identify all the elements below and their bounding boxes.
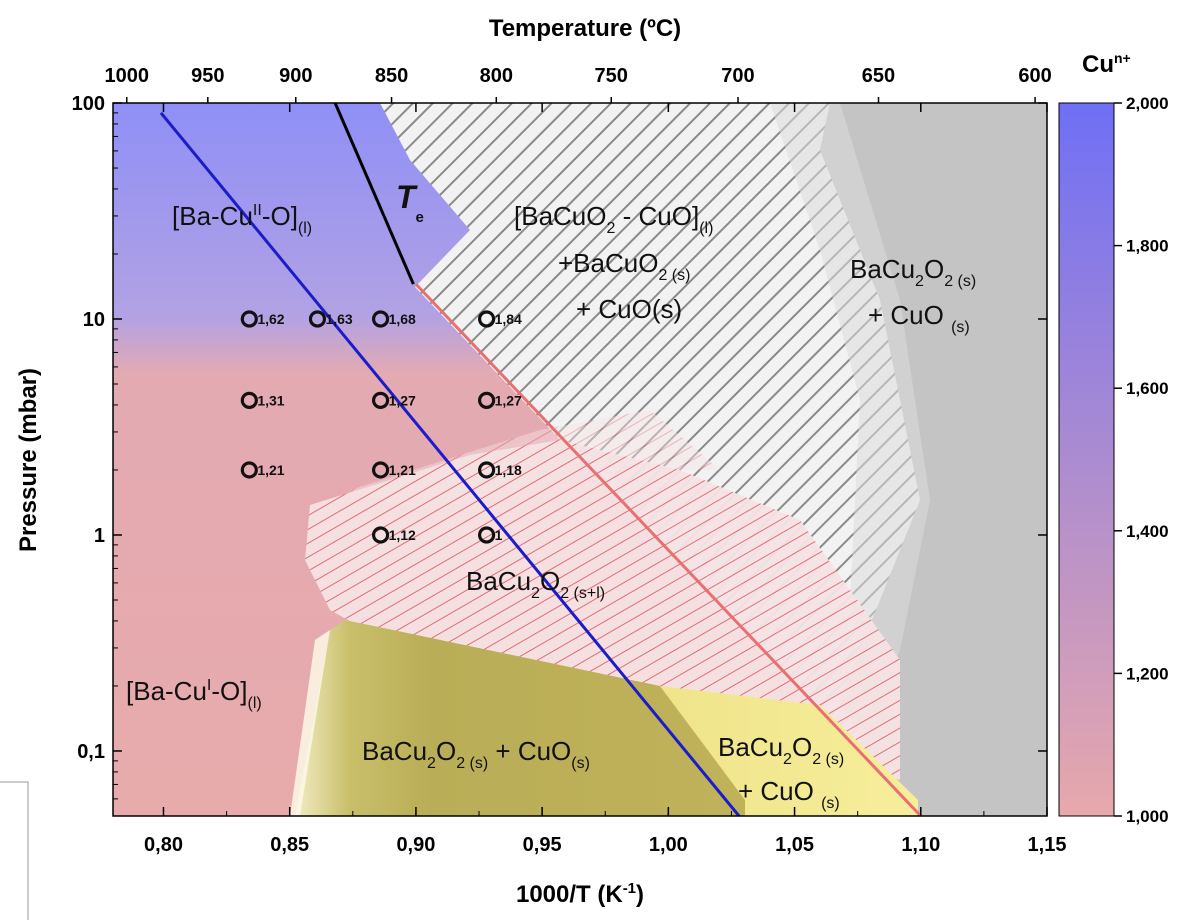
- x-tick-label: 0,80: [144, 834, 183, 856]
- data-points: 1,62 1,63 1,68 1,84 1,31 1,27 1,27 1,21 1,21 1,18…: [240, 310, 522, 544]
- top-tick-label: 750: [595, 65, 628, 87]
- top-tick-label: 950: [191, 65, 224, 87]
- x-tick-label: 0,90: [396, 834, 435, 856]
- label-bacu2o2-cuo-yellow-1: BaCu2O2 (s): [718, 732, 844, 768]
- data-label: 1,27: [389, 392, 416, 408]
- colorbar-title: Cun+: [1082, 50, 1131, 78]
- data-label: 1: [495, 527, 503, 543]
- colorbar: 2,000 1,800 1,600 1,400 1,200 1,000 Cun+: [1058, 50, 1169, 826]
- label-bacu2o2-cuo-right-1: BaCu2O2 (s): [850, 254, 976, 290]
- data-point: [240, 391, 258, 409]
- x-tick-label: 1,05: [775, 834, 814, 856]
- label-te: Te: [396, 179, 424, 226]
- region-yellow: [660, 686, 918, 816]
- phase-boundaries: [159, 103, 922, 816]
- data-label: 1,68: [389, 311, 416, 327]
- data-point: [478, 391, 496, 409]
- x-tick-label: 0,95: [523, 834, 562, 856]
- data-point: [308, 310, 327, 328]
- top-tick-label: 650: [862, 65, 895, 87]
- data-point: [371, 461, 390, 479]
- data-point: [478, 310, 496, 328]
- phase-boundary-line: [414, 283, 922, 816]
- y-tick-label: 0,1: [77, 741, 105, 763]
- data-label: 1,21: [389, 462, 416, 478]
- label-cu2-liquid: [Ba-CuII-O](l): [172, 201, 312, 237]
- top-tick-label: 850: [375, 65, 408, 87]
- x-axis-title: 1000/T (K-1): [516, 880, 644, 908]
- x-tick-label: 0,85: [270, 834, 309, 856]
- data-point: [240, 461, 258, 479]
- y-axis-ticks: 0,1 1 10 100: [72, 93, 1047, 817]
- data-label: 1,18: [495, 462, 522, 478]
- y-tick-label: 100: [72, 93, 105, 115]
- phase-boundary-line: [159, 111, 741, 816]
- data-point: [371, 391, 390, 409]
- colorbar-tick-label: 1,200: [1126, 664, 1169, 683]
- top-tick-label: 1000: [105, 65, 150, 87]
- phase-boundary-line: [333, 103, 415, 285]
- data-label: 1,12: [389, 527, 416, 543]
- colorbar-tick-label: 1,600: [1126, 379, 1169, 398]
- data-label: 1,63: [325, 311, 352, 327]
- y-tick-label: 10: [83, 309, 105, 331]
- x-tick-label: 1,10: [901, 834, 940, 856]
- data-label: 1,62: [257, 311, 284, 327]
- label-bacu2o2-cuo-right-2: + CuO (s): [868, 300, 970, 336]
- colorbar-tick-label: 1,000: [1126, 807, 1169, 826]
- plot-frame: [112, 102, 1048, 817]
- label-mixed-liquid-3: + CuO(s): [576, 294, 682, 324]
- x-tick-label: 1,00: [649, 834, 688, 856]
- y-tick-label: 1: [94, 525, 105, 547]
- top-tick-label: 700: [721, 65, 754, 87]
- colorbar-tick-label: 2,000: [1126, 94, 1169, 113]
- colorbar-ticks: 2,000 1,800 1,600 1,400 1,200 1,000: [1114, 94, 1169, 826]
- label-cu1-liquid: [Ba-CuI-O](l): [126, 676, 262, 712]
- x-axis-ticks: 0,80 0,85 0,90 0,95 1,00 1,05 1,10 1,15: [144, 103, 1066, 856]
- data-label: 1,31: [257, 392, 284, 408]
- data-label: 1,84: [495, 311, 522, 327]
- plot-background: [113, 103, 1047, 816]
- colorbar-tick-label: 1,800: [1126, 237, 1169, 256]
- data-label: 1,27: [495, 392, 522, 408]
- data-point: [240, 310, 258, 328]
- top-axis-title: Temperature (ºC): [489, 15, 681, 42]
- top-tick-label: 600: [1018, 65, 1051, 87]
- top-tick-label: 800: [480, 65, 513, 87]
- data-point: [478, 526, 496, 544]
- label-bacu2o2-sl: BaCu2O2 (s+l): [466, 566, 605, 602]
- data-point: [371, 310, 390, 328]
- region-hatched-red: [305, 440, 900, 780]
- colorbar-gradient: [1058, 102, 1115, 817]
- label-bacu2o2-cuo-yellow-2: + CuO (s): [738, 776, 840, 812]
- data-label: 1,21: [257, 462, 284, 478]
- top-axis-ticks: 1000 950 900 850 800 750 700 650 600: [105, 65, 1052, 103]
- label-mixed-liquid-2: +BaCuO2 (s): [558, 248, 690, 284]
- decorative-bracket: [0, 781, 29, 920]
- data-point: [478, 461, 496, 479]
- label-mixed-liquid-1: [BaCuO2 - CuO](l): [514, 201, 713, 237]
- colorbar-tick-label: 1,400: [1126, 522, 1169, 541]
- data-point: [371, 526, 390, 544]
- x-tick-label: 1,15: [1028, 834, 1067, 856]
- label-bacu2o2-cuo-low: BaCu2O2 (s) + CuO(s): [362, 736, 590, 772]
- top-tick-label: 900: [279, 65, 312, 87]
- y-axis-title: Pressure (mbar): [15, 368, 42, 552]
- region-olive: [295, 620, 745, 816]
